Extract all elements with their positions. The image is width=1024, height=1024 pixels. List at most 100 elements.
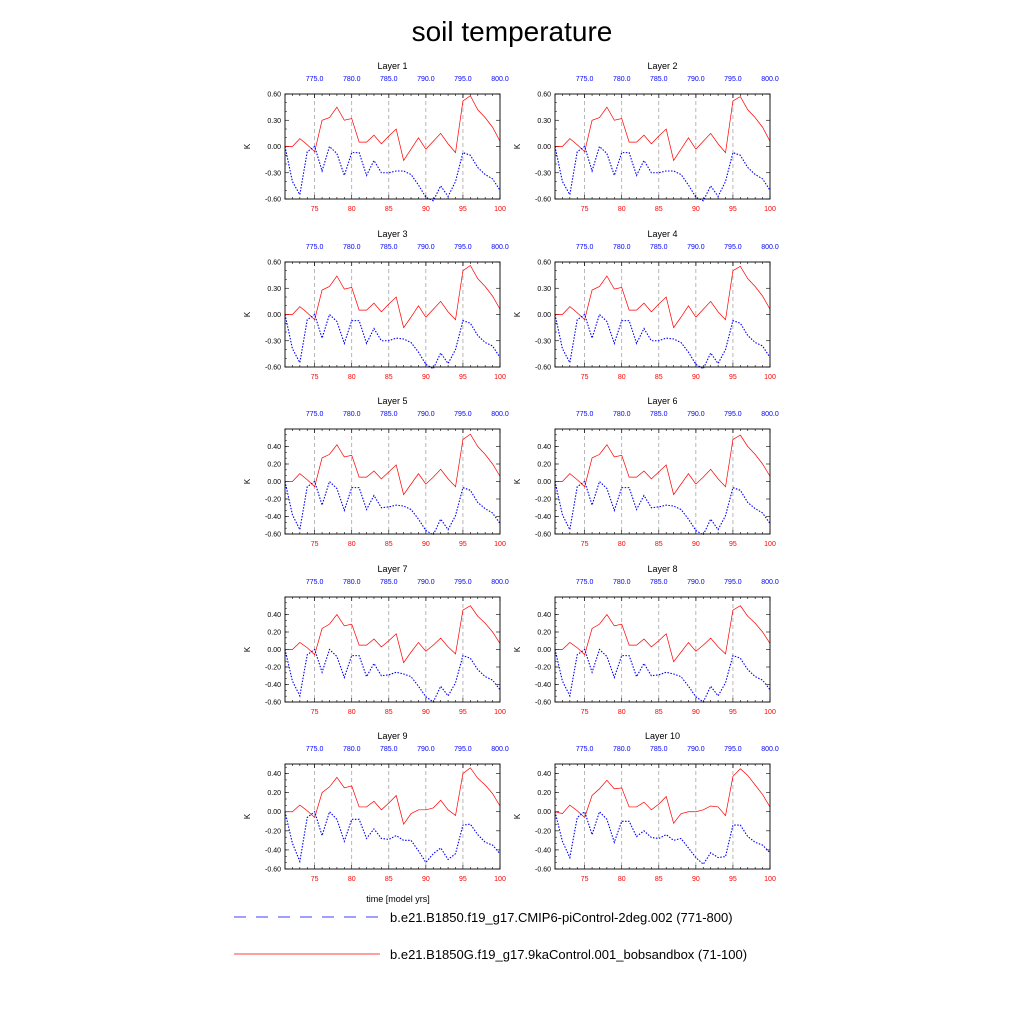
y-tick-label: -0.30 (265, 338, 281, 345)
y-tick-label: 0.00 (537, 809, 551, 816)
top-tick-label: 775.0 (576, 411, 594, 418)
top-tick-label: 785.0 (380, 244, 398, 251)
top-tick-label: 790.0 (687, 579, 705, 586)
x-tick-label: 100 (764, 876, 776, 883)
x-tick-label: 90 (692, 206, 700, 213)
x-tick-label: 95 (459, 206, 467, 213)
top-tick-label: 795.0 (724, 579, 742, 586)
x-tick-label: 90 (692, 709, 700, 716)
y-tick-label: -0.30 (535, 338, 551, 345)
y-tick-label: -0.60 (535, 532, 551, 539)
series-line-case (554, 810, 771, 866)
y-tick-label: 0.00 (537, 312, 551, 319)
y-axis-label: K (513, 311, 522, 317)
series-line-control (555, 605, 771, 663)
y-tick-label: 0.00 (537, 479, 551, 486)
x-tick-label: 85 (385, 876, 393, 883)
top-tick-label: 795.0 (454, 411, 472, 418)
series-line-case (284, 145, 501, 202)
x-tick-label: 90 (692, 876, 700, 883)
x-tick-label: 100 (764, 541, 776, 548)
series-line-control (285, 95, 501, 162)
series-line-case (284, 648, 501, 703)
x-tick-label: 75 (581, 374, 589, 381)
y-tick-label: 0.00 (267, 809, 281, 816)
series-line-control (285, 605, 501, 664)
x-tick-label: 80 (618, 541, 626, 548)
y-tick-label: -0.60 (535, 700, 551, 707)
x-tick-label: 100 (494, 374, 506, 381)
panel-layer-2: Layer 2 0.60 0.30 0.00 -0.30 -0.60 K 75 80 85 90 95… (513, 61, 779, 213)
x-tick-label: 100 (494, 709, 506, 716)
top-tick-label: 795.0 (454, 76, 472, 83)
top-tick-label: 785.0 (380, 746, 398, 753)
y-tick-label: -0.60 (535, 197, 551, 204)
top-tick-label: 795.0 (724, 76, 742, 83)
y-tick-label: 0.20 (537, 790, 551, 797)
top-tick-label: 800.0 (491, 746, 509, 753)
x-tick-label: 80 (618, 709, 626, 716)
top-tick-label: 780.0 (613, 746, 631, 753)
y-tick-label: -0.20 (535, 497, 551, 504)
legend-label-2: b.e21.B1850G.f19_g17.9kaControl.001_bobs… (390, 947, 747, 962)
panel-layer-7: Layer 7 0.40 0.20 0.00 -0.20 -0.40 -0.60 K 75 80 8… (243, 564, 509, 716)
panel-layer-3: Layer 3 0.60 0.30 0.00 -0.30 -0.60 K 75 80 85 90 95… (243, 229, 509, 381)
x-tick-label: 90 (422, 206, 430, 213)
x-tick-label: 95 (729, 541, 737, 548)
top-tick-label: 795.0 (724, 746, 742, 753)
series-line-case (284, 313, 501, 370)
x-tick-label: 100 (764, 374, 776, 381)
plot-frame (284, 261, 501, 368)
top-tick-label: 800.0 (761, 244, 779, 251)
y-tick-label: 0.30 (267, 118, 281, 125)
panel-title: Layer 9 (377, 731, 407, 741)
top-tick-label: 780.0 (613, 76, 631, 83)
top-tick-label: 780.0 (343, 76, 361, 83)
y-tick-label: 0.60 (267, 260, 281, 267)
top-tick-label: 795.0 (454, 579, 472, 586)
panel-title: Layer 10 (645, 731, 680, 741)
top-tick-label: 775.0 (576, 76, 594, 83)
y-tick-label: -0.40 (535, 847, 551, 854)
y-axis-label: K (243, 311, 252, 317)
series-line-case (554, 648, 771, 703)
top-tick-label: 800.0 (491, 244, 509, 251)
top-tick-label: 790.0 (417, 244, 435, 251)
top-tick-label: 800.0 (491, 579, 509, 586)
y-tick-label: 0.00 (537, 647, 551, 654)
top-tick-label: 775.0 (306, 746, 324, 753)
x-tick-label: 100 (764, 206, 776, 213)
y-tick-label: 0.00 (267, 312, 281, 319)
series-line-control (555, 434, 771, 496)
x-tick-label: 85 (385, 709, 393, 716)
x-tick-label: 80 (618, 374, 626, 381)
y-tick-label: 0.20 (537, 630, 551, 637)
x-tick-label: 100 (494, 206, 506, 213)
y-tick-label: -0.60 (265, 197, 281, 204)
x-tick-label: 80 (348, 374, 356, 381)
top-tick-label: 785.0 (650, 579, 668, 586)
top-tick-label: 790.0 (417, 746, 435, 753)
top-tick-label: 775.0 (576, 579, 594, 586)
top-tick-label: 785.0 (380, 579, 398, 586)
top-tick-label: 775.0 (306, 411, 324, 418)
x-tick-label: 85 (655, 374, 663, 381)
y-tick-label: 0.20 (267, 790, 281, 797)
top-tick-label: 780.0 (343, 244, 361, 251)
x-tick-label: 95 (459, 374, 467, 381)
y-tick-label: -0.60 (535, 365, 551, 372)
y-axis-label: K (513, 478, 522, 484)
panel-title: Layer 1 (377, 61, 407, 71)
y-tick-label: 0.40 (537, 771, 551, 778)
series-line-case (554, 145, 771, 202)
x-tick-label: 90 (692, 374, 700, 381)
top-tick-label: 800.0 (761, 411, 779, 418)
x-tick-label: 95 (729, 709, 737, 716)
panels-group: Layer 1 0.60 0.30 0.00 -0.30 -0.60 K 75 80 85 90 95… (243, 61, 779, 883)
panel-layer-4: Layer 4 0.60 0.30 0.00 -0.30 -0.60 K 75 80 85 90 95… (513, 229, 779, 381)
y-tick-label: -0.60 (535, 867, 551, 874)
x-tick-label: 100 (764, 709, 776, 716)
plot-frame (284, 763, 501, 870)
y-tick-label: -0.40 (535, 682, 551, 689)
top-tick-label: 790.0 (417, 411, 435, 418)
